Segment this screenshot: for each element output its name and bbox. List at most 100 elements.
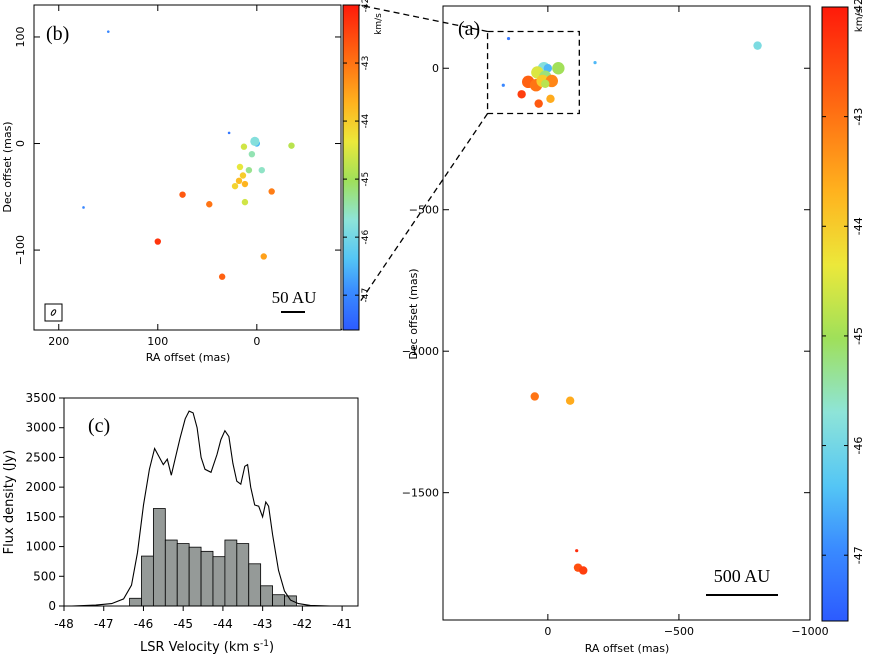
panel-c-x-tick-label: -44 — [213, 617, 233, 631]
maser-spot-a — [579, 566, 588, 575]
panel-a-x-tick-label: −1000 — [791, 625, 828, 638]
maser-spot-b — [240, 143, 248, 150]
colorbar-b-tick-label: -42 — [361, 0, 371, 12]
panel-b-scale-label: 50 AU — [272, 288, 317, 307]
panel-b-y-ticks: 100 0 −100 — [14, 26, 341, 265]
panel-c-x-tick-label: -42 — [293, 617, 313, 631]
panel-a-frame — [442, 5, 811, 621]
maser-spot-b — [268, 188, 275, 195]
maser-spot-b — [241, 180, 249, 188]
panel-c-y-ticks: 0 500 1000 1500 2000 2500 3000 3500 — [25, 391, 64, 613]
maser-spot-a — [565, 396, 575, 405]
histogram-bar — [260, 585, 273, 607]
panel-c-y-tick-label: 3500 — [25, 391, 56, 405]
colorbar-a-ticks: -42 -43 -44 -45 -46 -47 — [822, 0, 865, 564]
histogram-bar — [284, 595, 297, 607]
panel-a: 0 −500 −1000 0 −500 −1000 −1500 (a) 500 AU RA… — [340, 4, 829, 655]
zoom-connector-top — [358, 4, 488, 33]
maser-spot-b — [248, 150, 256, 158]
panel-a-scale-label: 500 AU — [714, 566, 771, 586]
maser-spot-b — [236, 163, 244, 171]
panel-c-y-label: Flux density (Jy) — [2, 450, 17, 555]
panel-c-y-tick-label: 0 — [48, 599, 56, 613]
colorbar-a-tick-label: -42 — [852, 0, 865, 16]
panel-c-x-tick-label: -43 — [253, 617, 273, 631]
panel-b-y-tick-label: 0 — [14, 140, 27, 147]
maser-spot-b — [258, 166, 265, 174]
colorbar-b-tick-label: -45 — [361, 172, 371, 187]
panel-b-x-label: RA offset (mas) — [146, 351, 231, 364]
panel-a-y-label: Dec offset (mas) — [407, 268, 420, 359]
panel-b: 200 100 0 100 0 −100 (b) 50 AU RA offset (ma… — [1, 4, 342, 364]
panel-c-x-tick-label: -46 — [134, 617, 154, 631]
maser-spot-a — [517, 90, 526, 99]
panel-a-y-ticks: 0 −500 −1000 −1500 — [402, 62, 810, 500]
histogram-bar — [176, 543, 190, 607]
zoom-box-rect — [486, 30, 580, 115]
panel-b-y-label: Dec offset (mas) — [1, 121, 14, 212]
panel-c-x-label: LSR Velocity (km s-1) — [140, 639, 274, 655]
maser-spot-b — [206, 201, 213, 208]
panel-a-y-tick-label: −1500 — [402, 487, 439, 500]
maser-spot-a — [575, 549, 579, 553]
maser-spot-b — [154, 238, 161, 245]
spectrum-line — [71, 410, 347, 607]
maser-spot-b — [179, 191, 186, 198]
histogram-bar — [200, 550, 214, 607]
panel-b-label: (b) — [46, 23, 69, 45]
histogram-bar — [248, 563, 262, 607]
panel-c-x-tick-label: -41 — [332, 617, 352, 631]
panel-c-y-tick-label: 3000 — [25, 421, 56, 435]
panel-c-x-ticks: -48 -47 -46 -45 -44 -43 -42 -41 — [54, 606, 352, 631]
maser-spot-b — [241, 198, 249, 206]
panel-a-label: (a) — [458, 18, 480, 40]
panel-c-x-label-sup: -1 — [260, 639, 269, 649]
colorbar-a: -42 -43 -44 -45 -46 -47 km/s — [821, 0, 865, 622]
histogram-bar — [212, 556, 226, 607]
maser-spot-b — [288, 142, 295, 149]
panel-c-bars — [129, 508, 297, 607]
histogram-bar — [164, 539, 178, 607]
panel-b-points — [82, 30, 295, 280]
colorbar-a-tick-label: -45 — [852, 327, 865, 345]
maser-spot-b — [260, 253, 267, 260]
panel-b-y-tick-label: −100 — [14, 235, 27, 265]
panel-b-x-tick-label: 100 — [147, 335, 168, 348]
beam-ellipse — [50, 309, 57, 316]
colorbar-a-tick-label: -47 — [852, 546, 865, 564]
maser-spot-b — [227, 131, 231, 135]
maser-spot-a — [541, 79, 550, 89]
zoom-connector-bottom — [340, 113, 489, 331]
panel-c-x-tick-label: -48 — [54, 617, 74, 631]
colorbar-b: -42 -43 -44 -45 -46 -47 km/s — [342, 0, 384, 331]
colorbar-a-tick-label: -46 — [852, 437, 865, 455]
colorbar-b-tick-label: -47 — [361, 288, 371, 303]
maser-spot-a — [543, 64, 553, 73]
maser-spot-b — [218, 273, 226, 280]
panel-b-x-tick-label: 200 — [48, 335, 69, 348]
maser-spot-a — [753, 41, 762, 50]
colorbar-b-ticks: -42 -43 -44 -45 -46 -47 — [343, 0, 371, 303]
histogram-bar — [236, 543, 250, 607]
maser-spot-a — [501, 83, 505, 87]
maser-spot-b — [231, 182, 239, 190]
colorbar-b-unit: km/s — [374, 13, 384, 35]
colorbar-a-gradient — [821, 6, 849, 622]
panel-a-x-tick-label: 0 — [544, 625, 551, 638]
panel-c-x-label-close: ) — [269, 640, 274, 655]
panel-a-x-label: RA offset (mas) — [585, 642, 670, 655]
panel-a-y-tick-label: −500 — [409, 204, 439, 217]
panel-c-frame — [63, 397, 359, 607]
panel-c-x-label-main: LSR Velocity (km s — [140, 640, 260, 655]
panel-c-label: (c) — [88, 415, 110, 437]
maser-spot-a — [530, 392, 539, 401]
colorbar-b-tick-label: -43 — [361, 56, 371, 71]
maser-spot-b — [239, 172, 247, 179]
histogram-bar — [141, 555, 154, 607]
panel-a-points — [501, 36, 762, 575]
colorbar-a-unit: km/s — [854, 8, 865, 32]
panel-b-x-tick-label: 0 — [253, 335, 260, 348]
colorbar-a-tick-label: -44 — [852, 217, 865, 235]
maser-spot-b — [245, 166, 253, 174]
histogram-bar — [188, 546, 202, 607]
